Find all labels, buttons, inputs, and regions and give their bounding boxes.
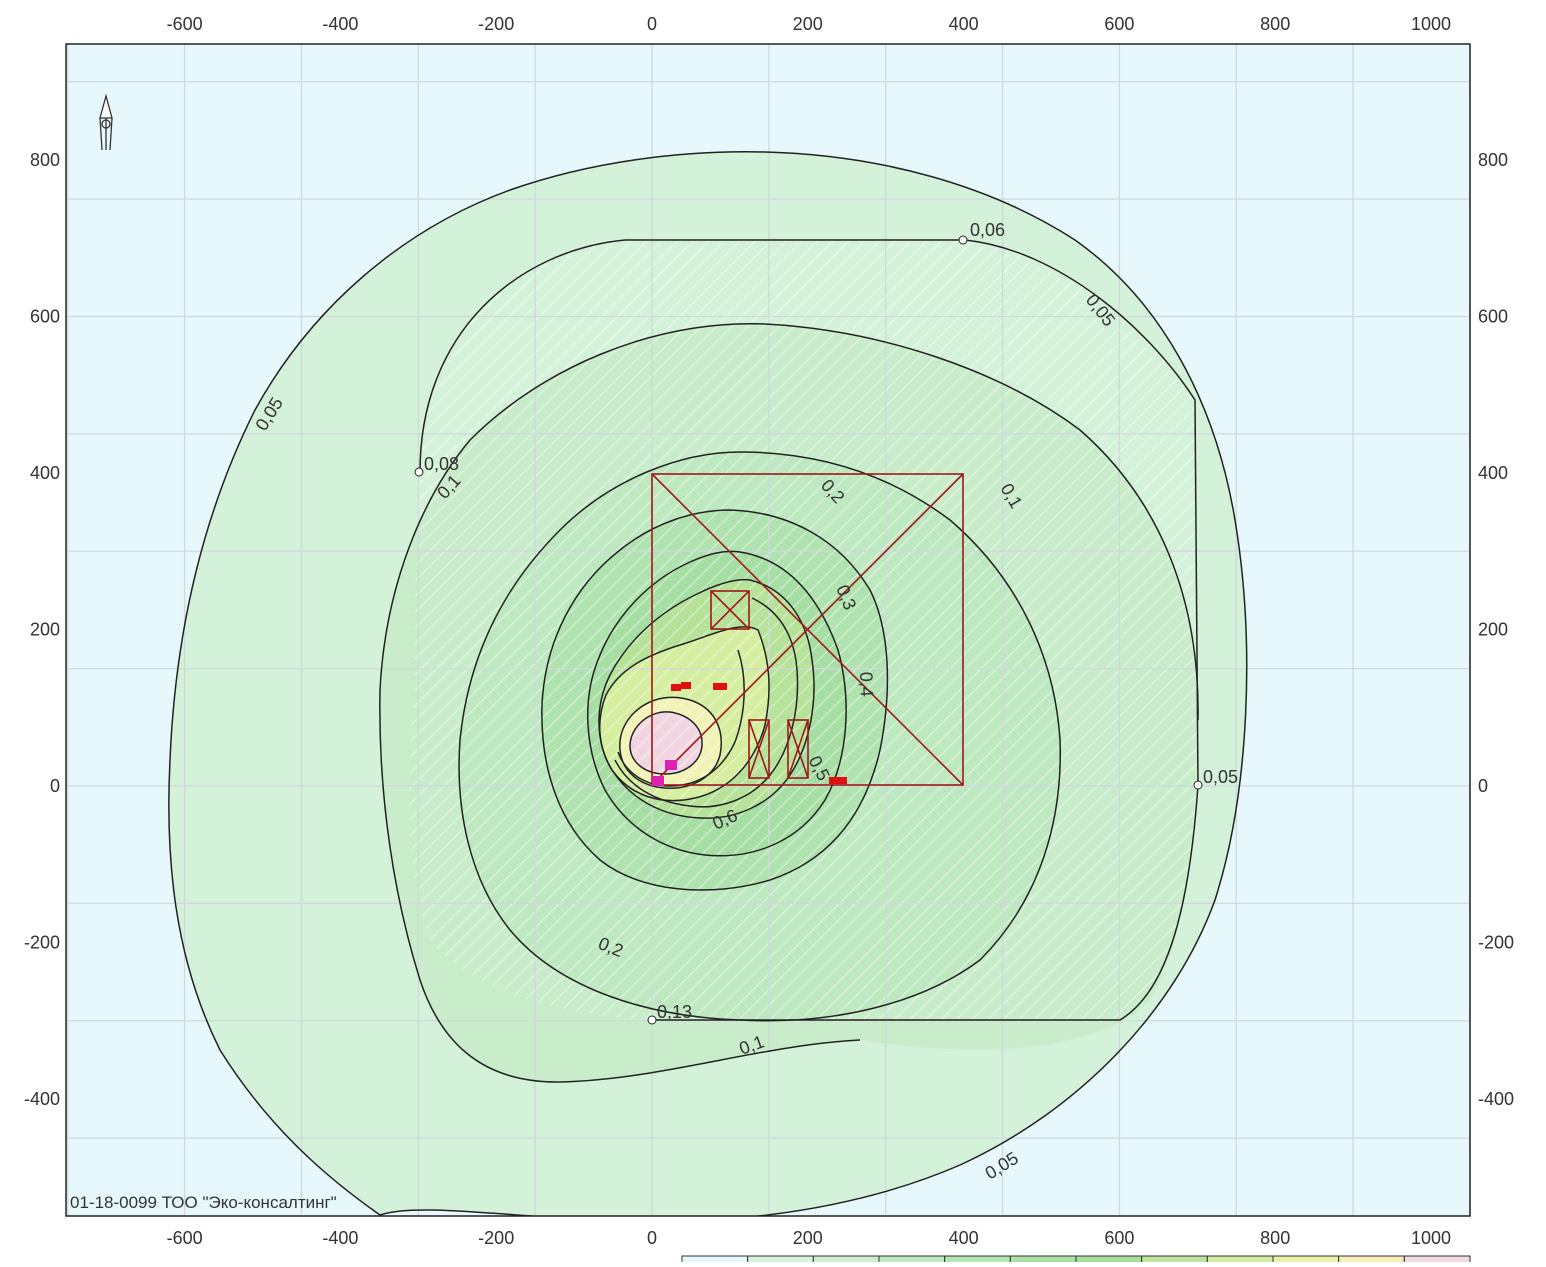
x-tick-label: 600 — [1104, 1228, 1134, 1248]
legend-swatch — [681, 1255, 749, 1267]
x-tick-label: 200 — [793, 14, 823, 34]
building-1 — [710, 590, 750, 630]
contour-line-02 — [458, 451, 1062, 1022]
contour-lines — [168, 151, 1248, 1216]
legend-swatch — [1141, 1255, 1208, 1267]
x-tick-label: 0 — [647, 1228, 657, 1248]
legend-swatch — [812, 1255, 880, 1267]
north-arrow-icon — [99, 93, 113, 151]
contour-label: 0,4 — [856, 671, 877, 697]
x-tick-label: 1000 — [1411, 1228, 1451, 1248]
y-tick-label: -200 — [1478, 933, 1514, 953]
contour-line-04 — [587, 550, 847, 857]
x-tick-label: 400 — [949, 1228, 979, 1248]
x-tick-label: -200 — [478, 14, 514, 34]
y-tick-label: -400 — [24, 1089, 60, 1109]
y-tick-label: 200 — [1478, 620, 1508, 640]
legend-swatch — [1075, 1255, 1143, 1267]
source-marker-main — [652, 776, 664, 786]
y-tick-label: -400 — [1478, 1089, 1514, 1109]
x-tick-label: 200 — [793, 1228, 823, 1248]
contour-line-006 — [625, 239, 1199, 786]
y-tick-label: 400 — [1478, 463, 1508, 483]
x-axis-top: -600 -400 -200 0 200 400 600 800 1000 — [167, 14, 1451, 34]
x-tick-label: 1000 — [1411, 14, 1451, 34]
y-tick-label: 800 — [1478, 150, 1508, 170]
hatched-zone — [408, 240, 1199, 1020]
x-tick-label: 600 — [1104, 14, 1134, 34]
legend-swatch — [944, 1255, 1011, 1267]
contour-line-005 — [168, 151, 1248, 1216]
x-tick-label: 0 — [647, 14, 657, 34]
contour-line-peak — [629, 711, 703, 775]
source-marker — [829, 777, 847, 784]
y-axis-right: 800 600 400 200 0 -200 -400 — [1478, 150, 1514, 1109]
contour-label: 0,05 — [1203, 767, 1238, 787]
y-tick-label: 0 — [50, 776, 60, 796]
source-marker — [713, 683, 727, 690]
x-tick-label: -400 — [322, 1228, 358, 1248]
map-frame — [65, 43, 1471, 1217]
x-tick-label: -400 — [322, 14, 358, 34]
x-tick-label: -600 — [167, 14, 203, 34]
y-tick-label: 0 — [1478, 776, 1488, 796]
contour-line-008 — [419, 239, 626, 473]
coordinate-grid — [66, 44, 1470, 1216]
contour-label: 0,08 — [424, 454, 459, 474]
credit-text: 01-18-0099 ТОО "Эко-консалтинг" — [70, 1193, 337, 1212]
legend-swatch — [1206, 1255, 1274, 1267]
building-3 — [787, 719, 809, 779]
legend-color-scale — [681, 1255, 1471, 1267]
industrial-site-boundary — [651, 473, 964, 786]
legend-swatch — [747, 1255, 814, 1267]
label-anchors — [414, 235, 1203, 1025]
emission-sources — [652, 682, 847, 786]
building-2 — [748, 719, 770, 779]
source-marker-main — [665, 760, 677, 770]
x-tick-label: 800 — [1260, 1228, 1290, 1248]
x-tick-label: -200 — [478, 1228, 514, 1248]
y-tick-label: 400 — [30, 463, 60, 483]
legend-swatch — [1272, 1255, 1340, 1267]
y-tick-label: 600 — [1478, 307, 1508, 327]
legend-swatch — [1338, 1255, 1405, 1267]
legend-swatch — [878, 1255, 946, 1267]
legend-swatch — [1009, 1255, 1077, 1267]
y-tick-label: 200 — [30, 620, 60, 640]
x-axis-bottom: -600 -400 -200 0 200 400 600 800 1000 — [167, 1228, 1451, 1248]
contour-line-065 — [617, 649, 745, 787]
x-tick-label: -600 — [167, 1228, 203, 1248]
contour-line-01 — [379, 323, 1199, 1083]
x-tick-label: 400 — [949, 14, 979, 34]
contour-line-06 — [599, 626, 770, 802]
source-marker — [671, 684, 681, 691]
contour-line-05 — [598, 578, 815, 819]
contour-line-03 — [541, 509, 889, 891]
legend-swatch — [1403, 1255, 1471, 1267]
site-diagonal — [651, 473, 964, 786]
contour-label: 0,13 — [657, 1002, 692, 1022]
y-axis-left: 800 600 400 200 0 -200 -400 — [24, 150, 60, 1109]
site-outline — [651, 473, 964, 786]
x-tick-label: 800 — [1260, 14, 1290, 34]
y-tick-label: -200 — [24, 933, 60, 953]
contour-label: 0,06 — [970, 220, 1005, 240]
y-tick-label: 600 — [30, 307, 60, 327]
contour-line-07 — [619, 696, 722, 789]
y-tick-label: 800 — [30, 150, 60, 170]
source-marker — [681, 682, 691, 689]
